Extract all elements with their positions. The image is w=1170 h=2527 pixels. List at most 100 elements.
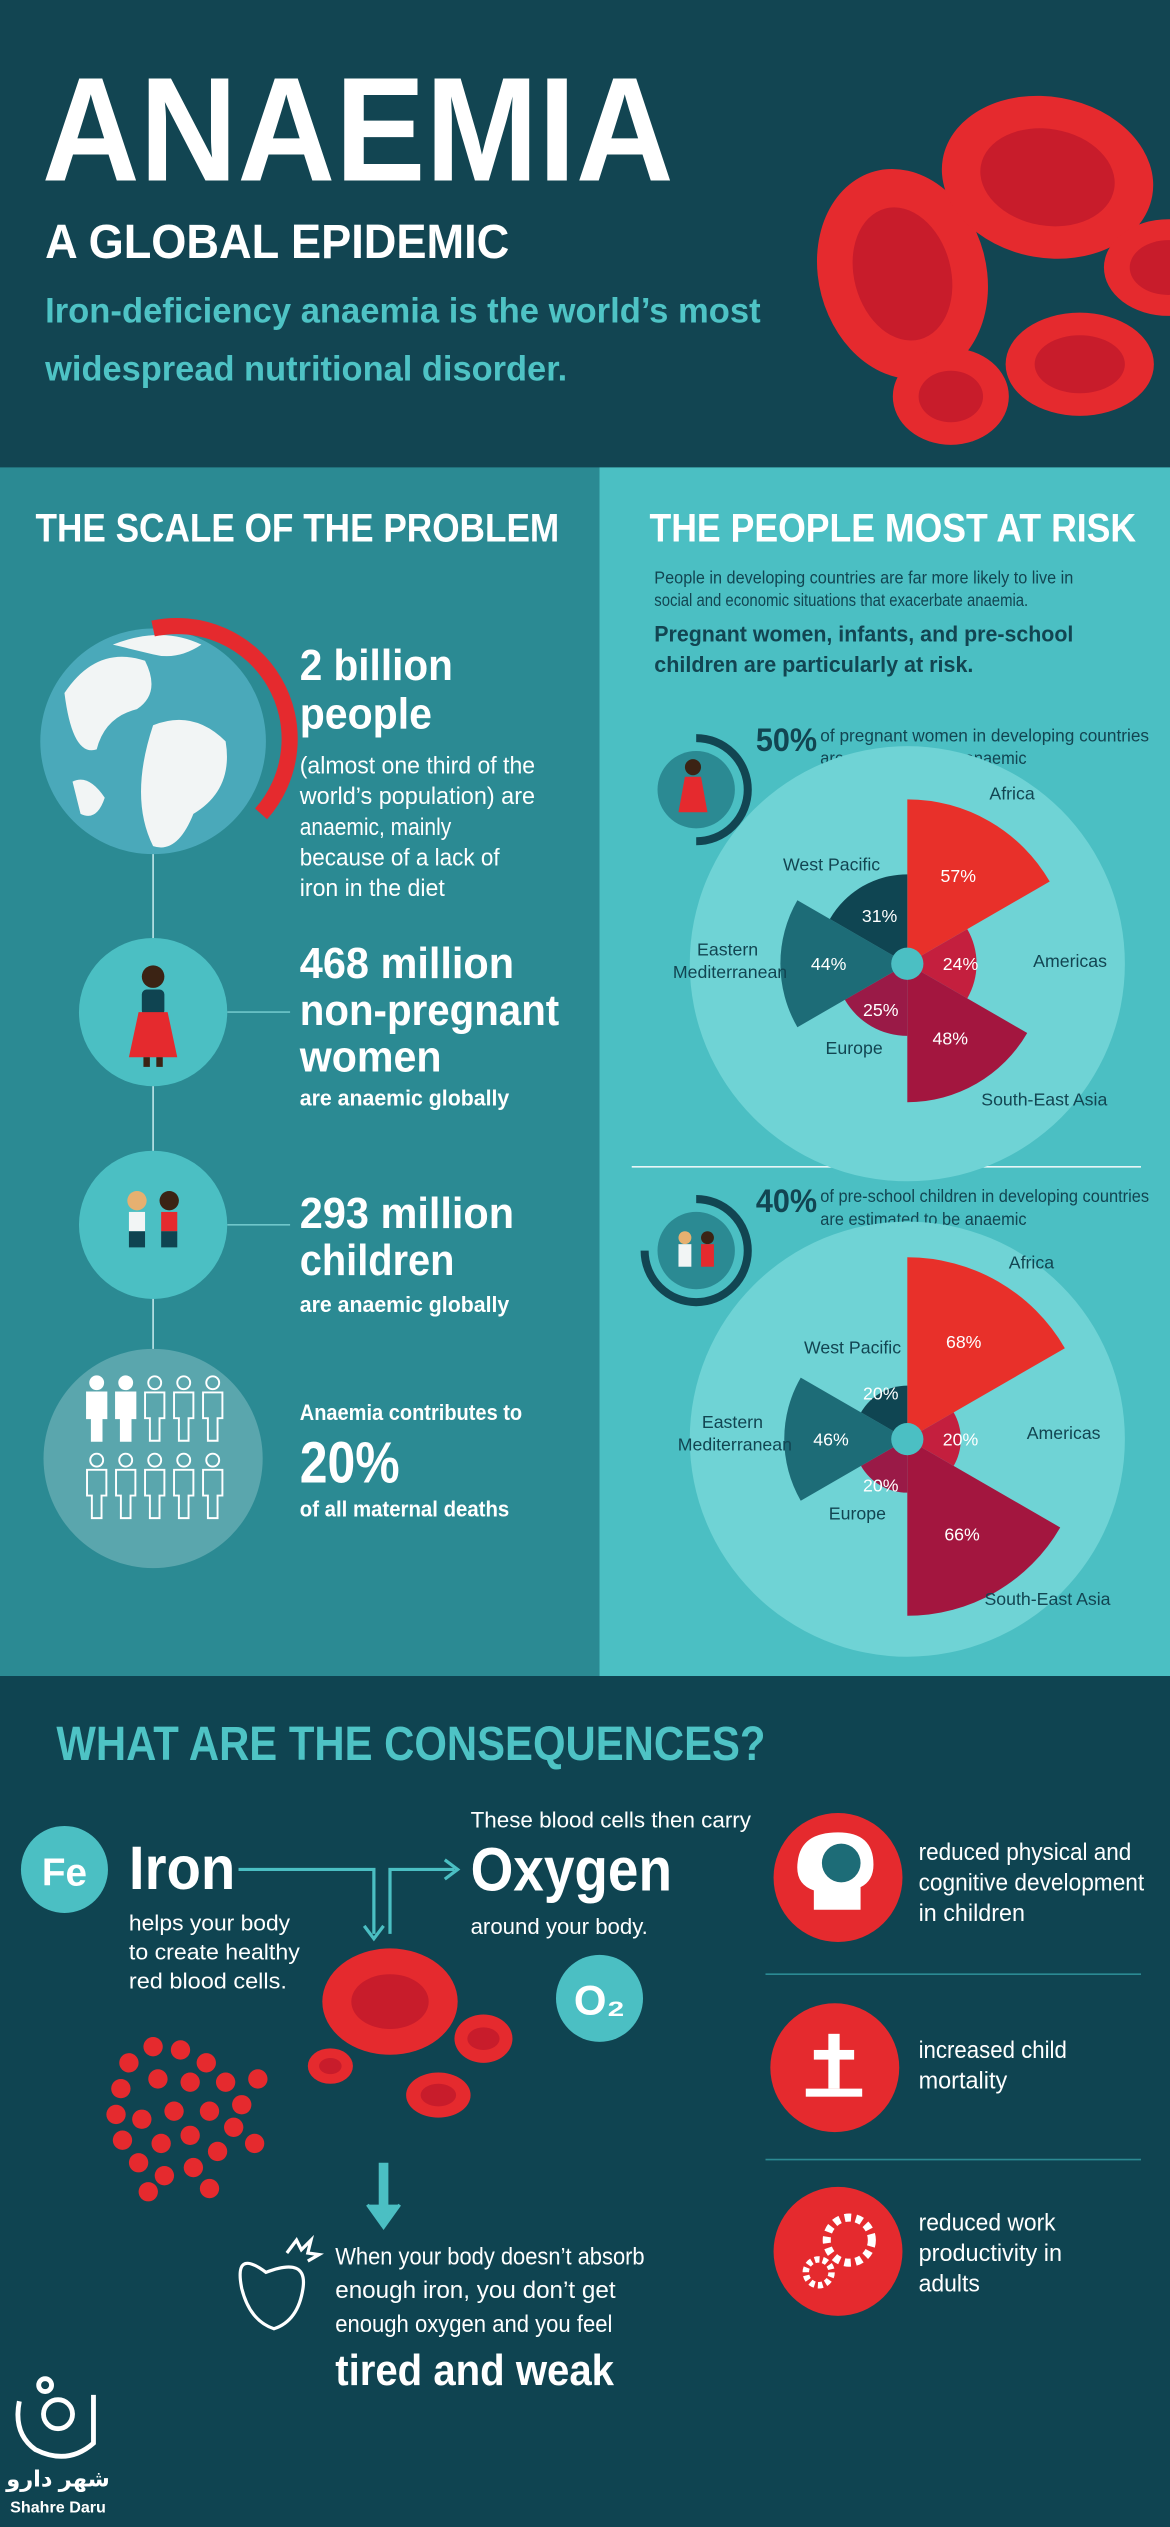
child-icon — [640, 1195, 752, 1307]
person-head — [176, 1452, 192, 1468]
wedge — [784, 1377, 908, 1501]
blood-dot — [224, 2117, 244, 2137]
wedge — [907, 1439, 1061, 1616]
value-label: 57% — [941, 866, 977, 886]
section-heading: WHAT ARE THE CONSEQUENCES? — [56, 1717, 765, 1771]
tagline: Iron-deficiency anaemia is the world’s m… — [45, 290, 761, 330]
wedge — [860, 1439, 908, 1493]
wedge — [907, 1412, 961, 1466]
chart-description: of pre-school children in developing cou… — [820, 1186, 1149, 1206]
value-label: 25% — [863, 1000, 899, 1020]
risk-intro: People in developing countries are far m… — [654, 567, 1073, 587]
blood-dot — [138, 2182, 158, 2202]
stat-detail: anaemic, mainly — [300, 814, 452, 841]
person-body — [144, 1468, 166, 1520]
stat-headline: non-pregnant — [300, 987, 559, 1035]
risk-emphasis: children are particularly at risk. — [654, 652, 973, 677]
people-icon — [43, 1348, 263, 1569]
blood-dot — [199, 2178, 220, 2199]
o2-symbol: O₂ — [574, 1976, 625, 2023]
stat-headline: 2 billion — [300, 642, 453, 690]
flow-arrows — [238, 1858, 461, 2230]
value-label: 66% — [944, 1524, 980, 1544]
person-body — [202, 1391, 224, 1442]
value-label: 20% — [863, 1476, 899, 1496]
person-head — [205, 1452, 221, 1468]
woman-icon — [78, 937, 228, 1087]
blood-dot — [183, 2157, 204, 2178]
blood-dot — [148, 2069, 168, 2089]
category-label: Africa — [989, 783, 1034, 803]
risk-intro: social and economic situations that exac… — [654, 590, 1028, 610]
body-text: helps your body — [129, 1911, 291, 1936]
effect-text: reduced work — [919, 2209, 1057, 2236]
chart-hub — [891, 1423, 924, 1456]
person-head — [89, 1452, 105, 1468]
stat-lead: Anaemia contributes to — [300, 1400, 522, 1425]
blood-dot — [151, 2133, 171, 2154]
stat-detail: iron in the diet — [300, 875, 445, 902]
chart-description: of pregnant women in developing countrie… — [820, 725, 1149, 745]
category-label: Europe — [826, 1038, 883, 1058]
body-text: These blood cells then carry — [471, 1808, 752, 1833]
result-emphasis: tired and weak — [335, 2347, 615, 2395]
person-body — [173, 1468, 195, 1520]
wedge — [907, 929, 977, 999]
blood-dot — [111, 2078, 131, 2099]
effect-text: productivity in — [919, 2240, 1062, 2267]
body-text: around your body. — [471, 1914, 648, 1939]
category-label: Americas — [1033, 951, 1107, 971]
blood-dot — [180, 2125, 200, 2146]
person-head — [176, 1375, 192, 1391]
wedge — [907, 1257, 1065, 1440]
header-cells — [816, 95, 1170, 445]
stat-detail: are anaemic globally — [300, 1086, 510, 1111]
title: ANAEMIA — [42, 48, 674, 213]
category-label: West Pacific — [804, 1338, 901, 1358]
person-body — [115, 1468, 137, 1520]
category-label: West Pacific — [783, 854, 880, 874]
section-heading: THE PEOPLE MOST AT RISK — [649, 506, 1136, 551]
effect-text: mortality — [919, 2068, 1009, 2095]
blood-dot — [106, 2104, 126, 2125]
logo-native: شهر دارو — [5, 2467, 110, 2493]
wedge — [844, 963, 908, 1036]
stat-headline: 293 million — [300, 1190, 514, 1238]
person-head — [118, 1452, 134, 1468]
value-label: 20% — [943, 1430, 979, 1450]
blood-dot — [112, 2130, 133, 2150]
value-label: 31% — [862, 906, 898, 926]
stat-detail: (almost one third of the — [300, 753, 535, 780]
category-label: Europe — [829, 1504, 886, 1524]
section-heading: THE SCALE OF THE PROBLEM — [35, 506, 559, 551]
stat-headline: people — [300, 690, 432, 738]
blood-dot — [180, 2072, 200, 2092]
blood-dot — [154, 2165, 175, 2186]
blood-dot — [207, 2141, 228, 2162]
stat-detail: are anaemic globally — [300, 1292, 510, 1317]
stat-headline: 20% — [300, 1431, 400, 1496]
wedge — [907, 963, 1028, 1103]
body-text: enough iron, you don’t get — [335, 2277, 616, 2304]
blood-dot — [232, 2095, 252, 2115]
value-label: 44% — [811, 954, 847, 974]
blood-dot — [196, 2053, 216, 2073]
stat-detail: of all maternal deaths — [300, 1497, 510, 1522]
stat-headline: children — [300, 1237, 455, 1285]
keyword: Iron — [129, 1834, 235, 1902]
chart-hub — [891, 947, 924, 980]
body-text: When your body doesn’t absorb — [335, 2243, 644, 2270]
blood-dot — [143, 2037, 163, 2057]
consequences-bg — [0, 1676, 1170, 2527]
effect-text: increased child — [919, 2037, 1067, 2064]
fe-symbol: Fe — [42, 1852, 87, 1895]
person-head — [118, 1375, 134, 1391]
blood-dot — [244, 2133, 265, 2154]
blood-dot — [199, 2101, 220, 2121]
chart-headline: 50% — [756, 722, 817, 758]
effect-text: adults — [919, 2271, 980, 2298]
category-label: Eastern Mediterranean — [673, 940, 787, 983]
category-label: South-East Asia — [981, 1090, 1107, 1110]
risk-emphasis: Pregnant women, infants, and pre-school — [654, 621, 1073, 646]
person-head — [147, 1452, 163, 1468]
